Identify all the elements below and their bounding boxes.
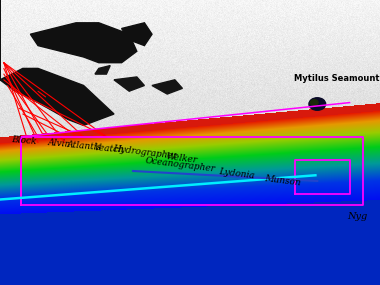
Text: Atlantis: Atlantis [66,140,102,152]
Text: Welker: Welker [165,152,198,164]
Text: Hydrographer: Hydrographer [112,144,177,161]
Polygon shape [152,80,182,94]
Text: Alvin: Alvin [48,139,71,149]
Circle shape [309,98,326,110]
Polygon shape [122,23,152,46]
Polygon shape [30,23,137,63]
Text: Mytilus Seamount: Mytilus Seamount [294,74,380,83]
Text: Block: Block [11,135,38,147]
Polygon shape [95,66,110,74]
Text: Lydonia: Lydonia [218,167,255,180]
Circle shape [310,100,318,105]
Polygon shape [0,0,114,125]
Text: Veatch: Veatch [93,143,125,154]
Text: Oceanographer: Oceanographer [144,156,216,174]
Text: Munson: Munson [264,174,301,188]
Polygon shape [114,77,144,91]
Text: Nyg: Nyg [348,212,368,221]
